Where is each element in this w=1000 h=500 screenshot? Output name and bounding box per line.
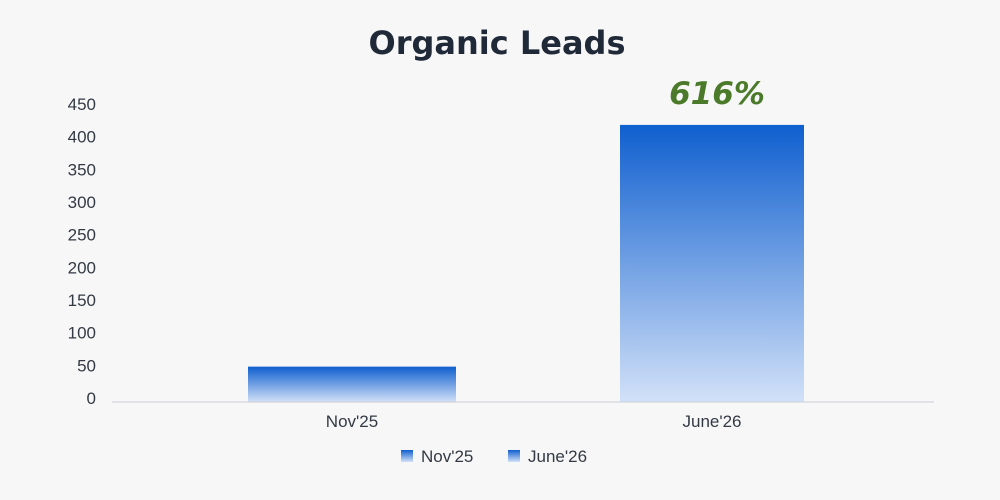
annotations: 616% <box>669 76 765 112</box>
y-tick-label: 400 <box>68 128 96 147</box>
x-tick-label: Nov'25 <box>326 412 378 431</box>
chart-title: Organic Leads <box>369 24 626 62</box>
y-tick-label: 0 <box>87 389 96 408</box>
y-tick-label: 450 <box>68 95 96 114</box>
y-tick-label: 100 <box>68 324 96 343</box>
legend-swatch <box>508 450 520 462</box>
annotation-percent: 616% <box>669 76 765 112</box>
bars <box>248 124 804 402</box>
x-tick-label: June'26 <box>682 412 741 431</box>
x-axis-ticks: Nov'25 June'26 <box>326 412 742 431</box>
y-tick-label: 300 <box>68 193 96 212</box>
bar-1 <box>248 366 456 402</box>
legend-label: June'26 <box>528 447 587 466</box>
bar-2 <box>620 124 804 402</box>
y-tick-label: 350 <box>68 160 96 179</box>
y-axis-ticks: 450 400 350 300 250 200 150 100 50 0 <box>68 95 96 408</box>
legend-swatch <box>401 450 413 462</box>
y-tick-label: 150 <box>68 291 96 310</box>
y-tick-label: 250 <box>68 226 96 245</box>
legend-label: Nov'25 <box>421 447 473 466</box>
legend: Nov'25 June'26 <box>401 447 587 466</box>
y-tick-label: 50 <box>77 356 96 375</box>
y-tick-label: 200 <box>68 258 96 277</box>
